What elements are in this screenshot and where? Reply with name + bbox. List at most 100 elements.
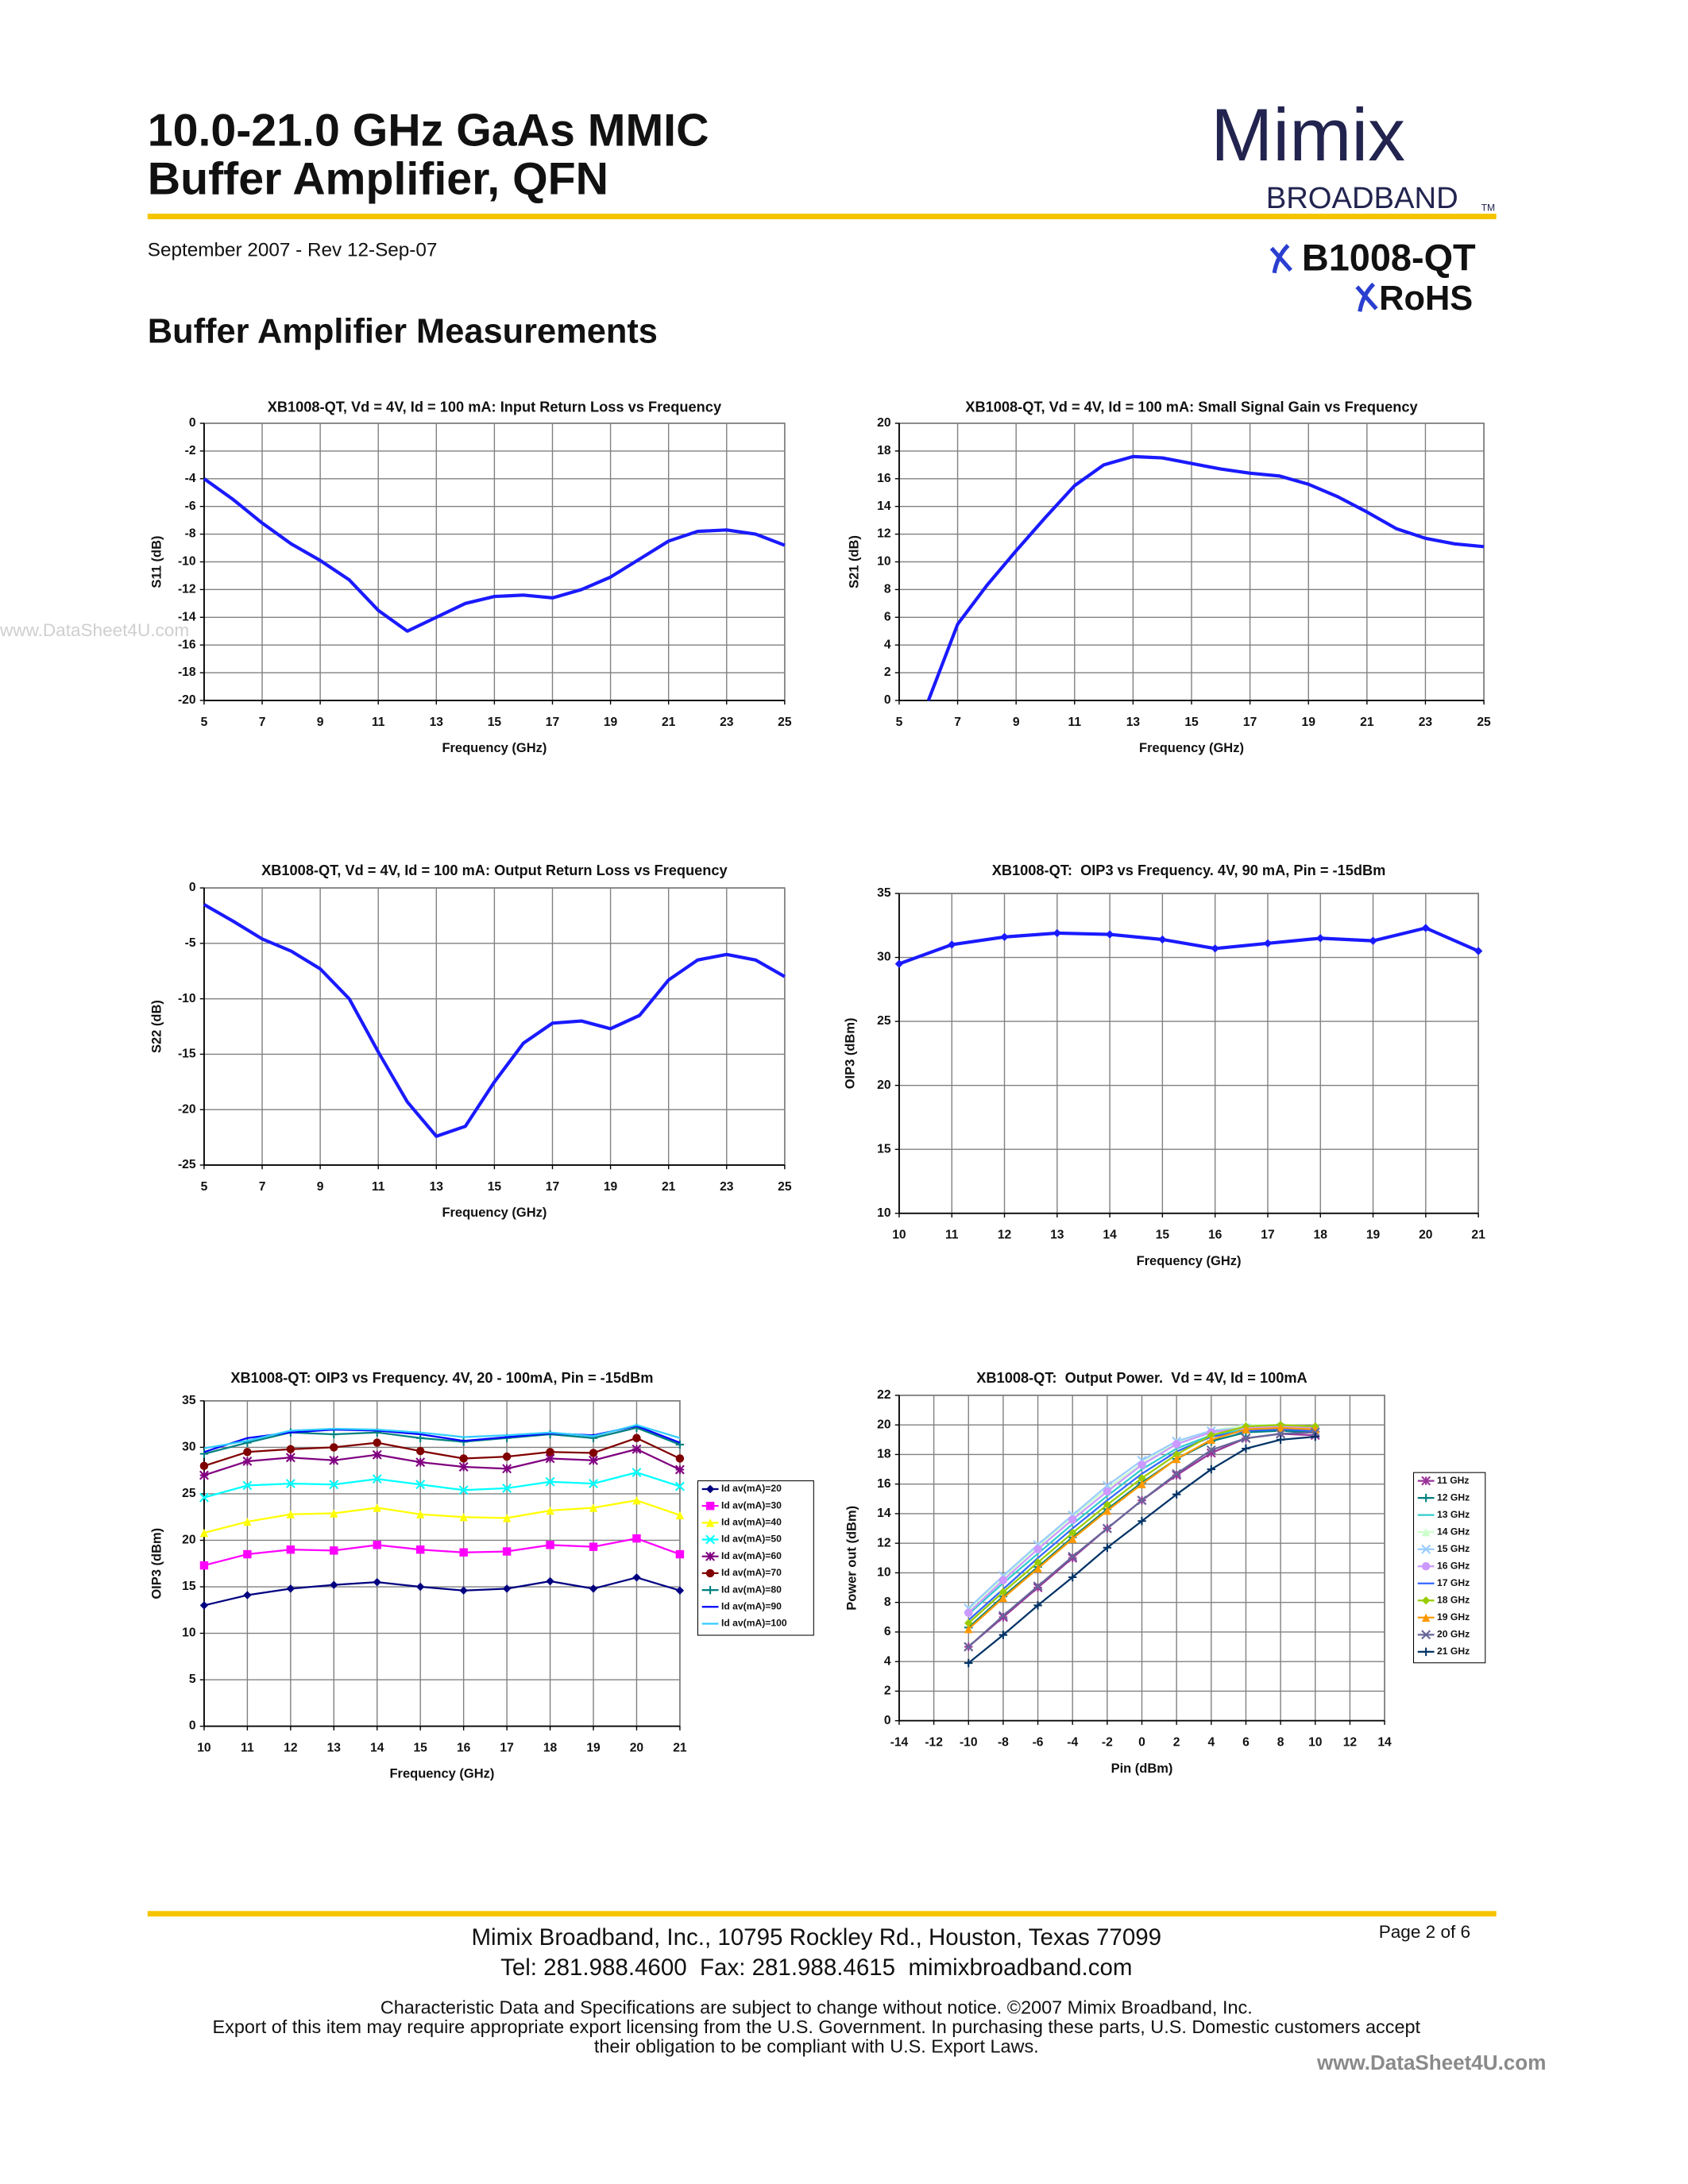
logo: Mimix bbox=[1211, 93, 1405, 176]
marker bbox=[1033, 1581, 1043, 1592]
marker bbox=[1172, 1454, 1181, 1464]
legend-label: 12 GHz bbox=[1437, 1491, 1470, 1503]
marker bbox=[674, 1481, 685, 1491]
y-axis-title: Power out (dBm) bbox=[844, 1506, 859, 1611]
marker bbox=[964, 1642, 974, 1652]
marker bbox=[1033, 1583, 1043, 1592]
y-tick-label: 10 bbox=[877, 555, 891, 569]
x-axis-title: Pin (dBm) bbox=[1111, 1761, 1173, 1776]
chart-title: XB1008-QT: OIP3 vs Frequency. 4V, 90 mA,… bbox=[992, 862, 1386, 878]
marker bbox=[459, 1548, 468, 1557]
x-tick-label: 20 bbox=[1419, 1229, 1433, 1242]
x-tick-label: 8 bbox=[1277, 1736, 1284, 1750]
legend-marker bbox=[705, 1585, 715, 1595]
marker bbox=[1033, 1601, 1042, 1610]
y-tick-label: -20 bbox=[178, 1102, 196, 1116]
marker bbox=[1103, 1507, 1112, 1515]
x-axis-title: Frequency (GHz) bbox=[442, 1206, 547, 1220]
x-tick-label: 10 bbox=[197, 1742, 211, 1755]
y-tick-label: 16 bbox=[877, 1477, 891, 1491]
marker bbox=[999, 1576, 1008, 1584]
x-tick-label: 2 bbox=[1173, 1736, 1180, 1750]
chart-title: XB1008-QT, Vd = 4V, Id = 100 mA: Small S… bbox=[965, 399, 1418, 415]
marker bbox=[1137, 1495, 1147, 1506]
marker bbox=[1068, 1572, 1077, 1582]
marker bbox=[459, 1454, 468, 1463]
y-tick-label: 2 bbox=[884, 666, 891, 679]
y-tick-label: 8 bbox=[884, 1596, 891, 1609]
legend-label: Id av(mA)=60 bbox=[721, 1550, 782, 1561]
marker bbox=[1241, 1433, 1251, 1443]
legend-marker bbox=[1421, 1647, 1431, 1657]
marker bbox=[502, 1452, 512, 1461]
legend-marker bbox=[1421, 1613, 1431, 1623]
marker bbox=[589, 1449, 598, 1457]
x-tick-label: 25 bbox=[1477, 716, 1491, 729]
title-line: Buffer Amplifier, QFN bbox=[148, 153, 608, 204]
x-tick-label: 11 bbox=[1068, 716, 1082, 729]
x-tick-label: -12 bbox=[925, 1736, 943, 1750]
y-tick-label: 35 bbox=[877, 886, 891, 900]
legend-label: Id av(mA)=70 bbox=[721, 1567, 782, 1578]
series-line bbox=[203, 1576, 681, 1607]
marker bbox=[1172, 1490, 1181, 1499]
x-tick-label: 13 bbox=[1126, 716, 1141, 729]
marker bbox=[546, 1541, 554, 1549]
x-tick-label: 23 bbox=[720, 1180, 734, 1194]
y-tick-label: 16 bbox=[877, 472, 891, 485]
series-line bbox=[203, 1538, 681, 1567]
y-tick-label: -2 bbox=[185, 444, 196, 457]
marker bbox=[545, 1476, 555, 1487]
marker bbox=[243, 1549, 252, 1559]
y-tick-label: -14 bbox=[178, 610, 196, 623]
x-tick-label: 14 bbox=[370, 1742, 384, 1755]
x-tick-label: 16 bbox=[1208, 1229, 1223, 1242]
x-tick-label: 19 bbox=[604, 1180, 618, 1194]
x-tick-label: 19 bbox=[1366, 1229, 1381, 1242]
series-line bbox=[203, 477, 786, 633]
x-tick-label: 17 bbox=[546, 716, 559, 729]
x-tick-label: 13 bbox=[430, 1180, 444, 1194]
marker bbox=[199, 1492, 209, 1503]
marker bbox=[329, 1480, 339, 1490]
y-tick-label: -16 bbox=[178, 638, 196, 651]
marker bbox=[1276, 1435, 1285, 1445]
x-axis-title: Frequency (GHz) bbox=[389, 1767, 494, 1781]
legend-label: 15 GHz bbox=[1437, 1543, 1470, 1554]
y-tick-label: 20 bbox=[877, 1078, 891, 1092]
logo-sub: BROADBAND bbox=[1266, 181, 1458, 215]
y-tick-label: 20 bbox=[877, 1418, 891, 1431]
legend-label: Id av(mA)=20 bbox=[721, 1483, 782, 1494]
marker bbox=[415, 1446, 425, 1456]
rule bbox=[147, 214, 1497, 220]
x-tick-label: 21 bbox=[673, 1742, 687, 1755]
legend-marker bbox=[1421, 1596, 1431, 1605]
x-tick-label: 19 bbox=[586, 1742, 601, 1755]
marker bbox=[1263, 939, 1273, 948]
y-tick-label: -10 bbox=[178, 992, 196, 1005]
y-tick-label: 10 bbox=[182, 1626, 196, 1640]
marker bbox=[285, 1479, 295, 1489]
marker bbox=[1172, 1440, 1181, 1449]
y-tick-label: 20 bbox=[877, 416, 891, 430]
x-tick-label: 9 bbox=[317, 716, 324, 729]
x-tick-label: 15 bbox=[1156, 1229, 1170, 1242]
marker bbox=[1211, 944, 1219, 953]
marker bbox=[1172, 1468, 1182, 1479]
watermark: www.DataSheet4U.com bbox=[0, 620, 189, 640]
marker bbox=[1033, 1564, 1042, 1573]
marker bbox=[1068, 1515, 1077, 1524]
marker bbox=[1276, 1423, 1285, 1433]
x-tick-label: 23 bbox=[720, 716, 734, 729]
logo-mark bbox=[1269, 244, 1292, 274]
legend-marker bbox=[1421, 1493, 1431, 1503]
date: September 2007 - Rev 12-Sep-07 bbox=[148, 239, 438, 260]
marker bbox=[546, 1576, 554, 1586]
x-tick-label: 11 bbox=[241, 1742, 254, 1755]
marker bbox=[285, 1453, 295, 1463]
series-line bbox=[203, 1437, 681, 1467]
marker bbox=[1102, 1523, 1112, 1534]
y-tick-label: 0 bbox=[884, 693, 891, 707]
marker bbox=[589, 1479, 598, 1489]
